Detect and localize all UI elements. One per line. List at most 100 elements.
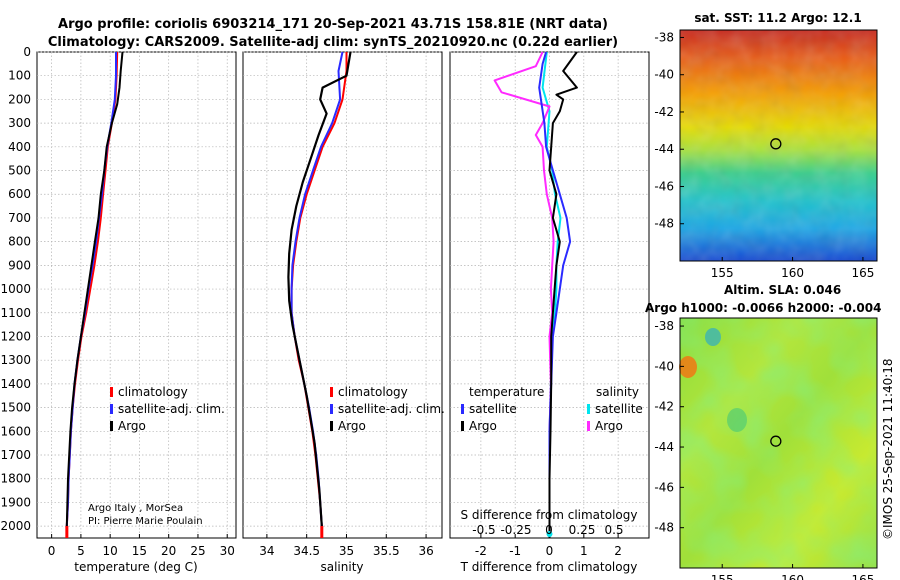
depth-tick-label: 200	[8, 92, 31, 106]
x-tick-label: 30	[220, 544, 235, 558]
difference-legend: temperature salinity satellite Argo sate…	[461, 385, 643, 433]
legend-label: Argo	[118, 419, 146, 433]
map-y-tick-label: -48	[654, 521, 674, 535]
x-tick-label: 15	[132, 544, 147, 558]
legend-swatch-satellite	[110, 404, 113, 414]
depth-tick-label: 800	[8, 235, 31, 249]
map-x-tick-label: 160	[781, 573, 804, 580]
sla-high-spot	[679, 356, 697, 378]
legend-swatch-sal-satellite	[587, 404, 590, 414]
depth-tick-label: 600	[8, 187, 31, 201]
sla-map-ticks: 155 160 165 -38 -40 -42 -44 -46 -48	[654, 319, 874, 580]
sal-diff-argo-line	[493, 51, 555, 538]
sst-map	[679, 29, 878, 262]
map-y-tick-label: -38	[654, 30, 674, 44]
depth-tick-label: 1900	[0, 495, 31, 509]
legend-label: satellite	[595, 402, 643, 416]
sal-argo-line	[287, 51, 352, 527]
x-tick-label: 25	[190, 544, 205, 558]
x-tick-label: 35.5	[373, 544, 400, 558]
legend-swatch-sal-argo	[587, 421, 590, 431]
depth-tick-label: 1500	[0, 401, 31, 415]
argo-float-marker	[770, 435, 782, 447]
legend-label: Argo	[595, 419, 623, 433]
argo-float-marker	[770, 138, 782, 150]
depth-tick-label: 700	[8, 211, 31, 225]
map-y-tick-label: -38	[654, 319, 674, 333]
s-tick: 0.5	[604, 523, 623, 537]
s-tick: -0.5	[472, 523, 495, 537]
depth-tick-label: 2000	[0, 519, 31, 533]
x-tick-label: 0	[546, 544, 554, 558]
sla-low-spot	[705, 328, 721, 346]
legend-label: satellite	[469, 402, 517, 416]
map-y-tick-label: -40	[654, 68, 674, 82]
legend-swatch-temp-argo	[461, 421, 464, 431]
map-y-tick-label: -44	[654, 440, 674, 454]
s-difference-ticks: -0.5 -0.25 0 0.25 0.5	[472, 523, 623, 537]
x-tick-label: -2	[475, 544, 487, 558]
legend-swatch-argo	[110, 421, 113, 431]
s-difference-label: S difference from climatology	[461, 508, 638, 522]
sst-texture	[680, 30, 877, 261]
depth-tick-label: 1700	[0, 448, 31, 462]
s-tick: 0	[545, 523, 553, 537]
legend-label: climatology	[118, 385, 188, 399]
map-x-tick-label: 160	[781, 266, 804, 280]
salinity-panel	[242, 51, 443, 539]
legend-swatch-satellite	[330, 404, 333, 414]
depth-tick-label: 1800	[0, 472, 31, 486]
sst-map-frame	[679, 29, 878, 262]
difference-xlabel: T difference from climatology	[460, 560, 638, 574]
map-x-tick-label: 165	[851, 573, 874, 580]
sla-map-title-line2: Argo h1000: -0.0066 h2000: -0.004	[645, 301, 881, 315]
depth-tick-label: 1600	[0, 424, 31, 438]
title-line1: Argo profile: coriolis 6903214_171 20-Se…	[58, 17, 608, 32]
sla-map-frame	[679, 317, 878, 569]
temperature-legend: climatology satellite-adj. clim. Argo	[110, 385, 225, 433]
x-tick-label: 34	[259, 544, 274, 558]
credit-line1: Argo Italy , MorSea	[88, 503, 183, 514]
depth-tick-label: 1400	[0, 377, 31, 391]
depth-tick-label: 0	[23, 45, 31, 59]
x-tick-label: -1	[509, 544, 521, 558]
s-tick: -0.25	[500, 523, 531, 537]
map-y-tick-label: -40	[654, 359, 674, 373]
map-x-tick-label: 155	[711, 573, 734, 580]
x-tick-label: 1	[580, 544, 588, 558]
map-x-tick-label: 155	[711, 266, 734, 280]
depth-tick-label: 1100	[0, 306, 31, 320]
temperature-panel	[36, 51, 237, 539]
legend-label: climatology	[338, 385, 408, 399]
legend-swatch-argo	[330, 421, 333, 431]
imos-timestamp: ©IMOS 25-Sep-2021 11:40:18	[881, 358, 895, 540]
diff-end-marker	[546, 531, 553, 537]
x-tick-label: 34.5	[293, 544, 320, 558]
map-y-tick-label: -42	[654, 400, 674, 414]
legend-title-temperature: temperature	[469, 385, 544, 399]
map-y-tick-label: -46	[654, 480, 674, 494]
legend-swatch-climatology	[110, 387, 113, 397]
sla-map	[679, 317, 878, 569]
x-tick-label: 0	[48, 544, 56, 558]
salinity-legend: climatology satellite-adj. clim. Argo	[330, 385, 445, 433]
legend-label: satellite-adj. clim.	[338, 402, 445, 416]
map-y-tick-label: -42	[654, 105, 674, 119]
credit-line2: PI: Pierre Marie Poulain	[88, 516, 203, 527]
salinity-xlabel: salinity	[320, 560, 363, 574]
depth-tick-labels: 0 100 200 300 400 500 600 700 800 900 1000 1100 1200…	[0, 45, 31, 533]
depth-tick-label: 500	[8, 164, 31, 178]
sla-map-title-line1: Altim. SLA: 0.046	[724, 283, 841, 297]
sst-map-ticks: 155 160 165 -38 -40 -42 -44 -46 -48	[654, 30, 874, 280]
depth-tick-label: 1300	[0, 353, 31, 367]
x-tick-label: 35	[339, 544, 354, 558]
map-y-tick-label: -44	[654, 142, 674, 156]
x-tick-label: 5	[77, 544, 85, 558]
profile-lines	[65, 51, 578, 538]
temp-argo-line	[65, 51, 124, 527]
sla-texture	[680, 318, 877, 568]
title-line2: Climatology: CARS2009. Satellite-adj cli…	[48, 35, 618, 50]
x-tick-label: 36	[418, 544, 433, 558]
x-tick-label: 10	[103, 544, 118, 558]
